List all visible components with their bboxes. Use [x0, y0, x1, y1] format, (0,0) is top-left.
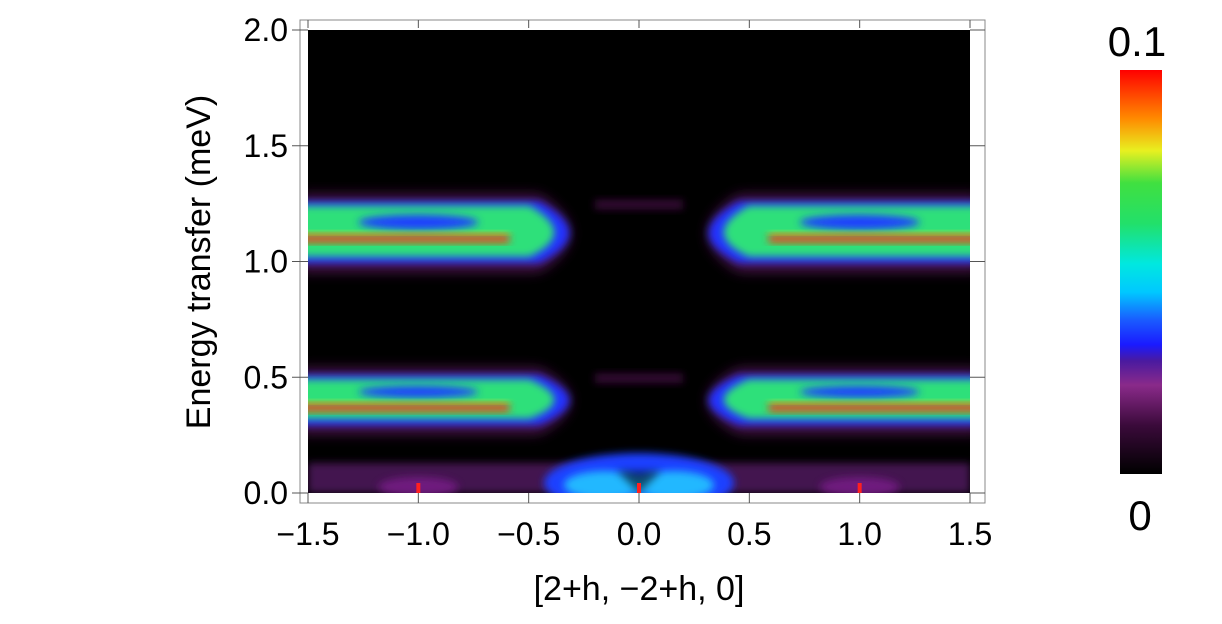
x-tick-label: 0.5: [727, 516, 771, 552]
colorbar-max-label: 0.1: [1108, 18, 1166, 65]
colorbar-min-label: 0: [1128, 492, 1151, 539]
x-tick-label: −0.5: [497, 516, 560, 552]
x-tick-label: 1.0: [837, 516, 881, 552]
y-tick-label: 1.0: [244, 244, 288, 280]
band-peak: [768, 235, 970, 243]
band-green: [308, 205, 555, 257]
band-peak: [768, 404, 970, 412]
y-axis-title: Energy transfer (meV): [180, 95, 218, 429]
y-tick-label: 1.5: [244, 128, 288, 164]
y-tick-label: 2.0: [244, 12, 288, 48]
x-tick-label: 1.5: [948, 516, 992, 552]
bragg-marker: [416, 483, 421, 493]
bragg-marker: [637, 483, 641, 493]
band-peak: [308, 235, 510, 243]
band-blob: [799, 214, 920, 230]
band-blob: [358, 386, 479, 398]
x-axis: −1.5 −1.0 −0.5 0.0 0.5 1.0 1.5: [276, 20, 992, 552]
x-axis-title: [2+h, −2+h, 0]: [534, 570, 745, 608]
band-bridge: [594, 199, 684, 210]
band-green: [308, 379, 555, 419]
band-blob: [358, 214, 479, 230]
colorbar: [1120, 70, 1162, 474]
band-peak-yellow: [768, 231, 970, 235]
x-tick-label: −1.0: [387, 516, 450, 552]
y-tick-label: 0.5: [244, 359, 288, 395]
bragg-marker: [857, 483, 862, 493]
band-green: [723, 379, 970, 419]
x-tick-label: −1.5: [276, 516, 339, 552]
y-axis: 0.0 0.5 1.0 1.5 2.0: [244, 12, 985, 511]
band-peak: [308, 404, 510, 412]
y-tick-label: 0.0: [244, 475, 288, 511]
band-peak-yellow: [768, 400, 970, 404]
x-tick-label: 0.0: [617, 516, 661, 552]
band-bridge: [594, 373, 684, 384]
band-blob: [799, 386, 920, 398]
band-peak-yellow: [308, 231, 510, 235]
band-peak-yellow: [308, 400, 510, 404]
heatmap: [308, 195, 970, 493]
low-band-notch: [617, 470, 661, 493]
band-green: [723, 205, 970, 257]
